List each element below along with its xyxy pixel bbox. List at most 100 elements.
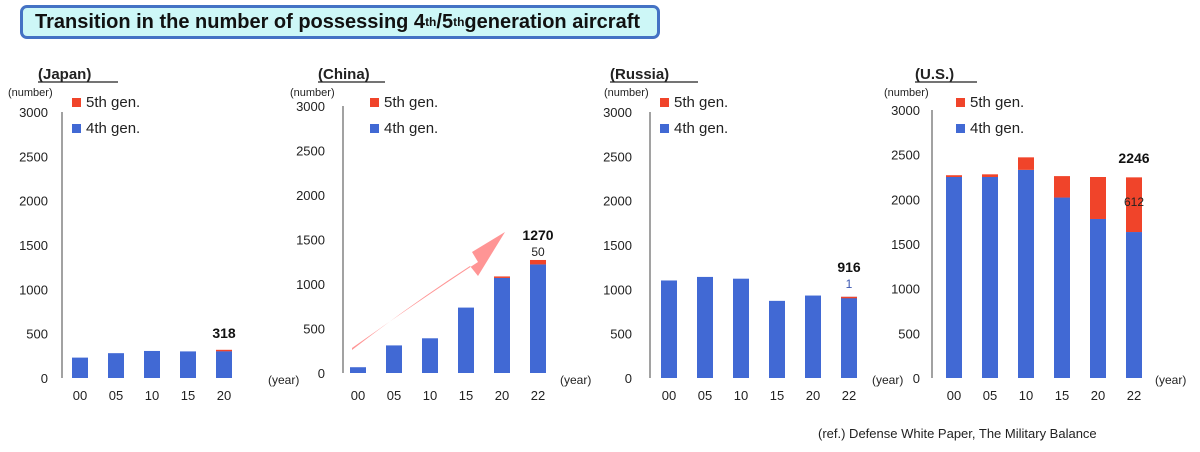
bar-4th-gen-us (1090, 218, 1106, 378)
x-tick-label-russia: 00 (662, 388, 676, 403)
bar-4th-gen-japan (180, 351, 196, 378)
y-tick-label-us: 3000 (891, 103, 920, 118)
legend-label-5th-japan: 5th gen. (86, 94, 140, 111)
bar-4th-gen-russia (805, 295, 821, 378)
y-tick-label-china: 1000 (296, 277, 325, 292)
bar-5th-gen-us (982, 174, 998, 177)
x-tick-label-japan: 15 (181, 388, 195, 403)
title-part2: /5 (436, 10, 454, 33)
title-sup1: th (425, 15, 437, 29)
title-part3: generation aircraft (464, 10, 641, 33)
x-tick-label-russia: 05 (698, 388, 712, 403)
y-tick-label-us: 500 (898, 326, 920, 341)
y-tick-label-china: 1500 (296, 233, 325, 248)
y-tick-label-japan: 1500 (19, 238, 48, 253)
y-tick-label-japan: 1000 (19, 282, 48, 297)
data-label-total-japan: 318 (212, 325, 236, 341)
bar-4th-gen-russia (841, 296, 857, 378)
panel-title-china: (China) (318, 66, 370, 83)
chart-title-box: Transition in the number of possessing 4… (20, 5, 660, 39)
legend-label-5th-russia: 5th gen. (674, 94, 728, 111)
x-tick-label-russia: 15 (770, 388, 784, 403)
x-tick-label-china: 00 (351, 388, 365, 403)
y-tick-label-russia: 3000 (603, 105, 632, 120)
x-axis-unit-us: (year) (1155, 373, 1186, 387)
bar-4th-gen-japan (72, 357, 88, 378)
y-tick-label-russia: 2500 (603, 149, 632, 164)
bar-4th-gen-china (350, 367, 366, 373)
bar-4th-gen-us (1054, 197, 1070, 378)
panel-title-us: (U.S.) (915, 66, 954, 83)
x-tick-label-us: 20 (1091, 388, 1105, 403)
y-tick-label-japan: 2000 (19, 194, 48, 209)
y-tick-label-china: 2500 (296, 144, 325, 159)
bar-5th-gen-us (1018, 157, 1034, 170)
legend-swatch-4th-us (956, 124, 965, 133)
bar-5th-gen-russia (841, 296, 857, 299)
data-label-total-russia: 916 (837, 259, 861, 275)
bar-4th-gen-china (494, 277, 510, 373)
y-tick-label-russia: 1500 (603, 238, 632, 253)
x-tick-label-japan: 05 (109, 388, 123, 403)
bar-4th-gen-russia (697, 276, 713, 378)
legend-label-4th-china: 4th gen. (384, 120, 438, 137)
y-axis-unit-japan: (number) (8, 87, 53, 99)
bar-5th-gen-us (1054, 176, 1070, 198)
legend-swatch-5th-us (956, 98, 965, 107)
y-tick-label-us: 2500 (891, 148, 920, 163)
bar-4th-gen-us (946, 177, 962, 378)
bar-4th-gen-us (1126, 232, 1142, 378)
x-axis-unit-russia: (year) (872, 373, 903, 387)
bar-4th-gen-russia (733, 278, 749, 378)
legend-swatch-4th-china (370, 124, 379, 133)
y-tick-label-russia: 2000 (603, 194, 632, 209)
bar-5th-gen-japan (216, 349, 232, 352)
title-part1: Transition in the number of possessing 4 (35, 10, 426, 33)
bar-5th-gen-us (1090, 177, 1106, 219)
y-tick-label-china: 500 (303, 322, 325, 337)
y-tick-label-japan: 3000 (19, 105, 48, 120)
panel-title-japan: (Japan) (38, 66, 91, 83)
x-tick-label-japan: 20 (217, 388, 231, 403)
y-tick-label-us: 2000 (891, 192, 920, 207)
title-sup2: th (453, 15, 465, 29)
bar-5th-gen-china (494, 276, 510, 278)
bar-5th-gen-us (1126, 177, 1142, 233)
y-tick-label-japan: 500 (26, 327, 48, 342)
bar-4th-gen-russia (769, 300, 785, 378)
x-tick-label-russia: 10 (734, 388, 748, 403)
bar-4th-gen-china (458, 307, 474, 373)
y-axis-unit-russia: (number) (604, 87, 649, 99)
legend-swatch-4th-japan (72, 124, 81, 133)
y-tick-label-us: 1500 (891, 237, 920, 252)
data-label-total-us: 2246 (1118, 150, 1149, 166)
bar-5th-gen-china (530, 259, 546, 265)
x-tick-label-china: 20 (495, 388, 509, 403)
y-tick-label-china: 0 (318, 366, 325, 381)
x-tick-label-japan: 00 (73, 388, 87, 403)
bar-5th-gen-us (946, 175, 962, 177)
growth-arrow-china (352, 232, 505, 350)
bar-4th-gen-russia (661, 280, 677, 378)
bar-4th-gen-china (422, 338, 438, 373)
legend-label-4th-japan: 4th gen. (86, 120, 140, 137)
legend-label-5th-us: 5th gen. (970, 94, 1024, 111)
x-tick-label-japan: 10 (145, 388, 159, 403)
y-tick-label-china: 2000 (296, 188, 325, 203)
bar-4th-gen-japan (108, 353, 124, 378)
legend-swatch-4th-russia (660, 124, 669, 133)
y-tick-label-us: 0 (913, 371, 920, 386)
data-label-5th-gen-us: 612 (1124, 195, 1144, 209)
x-tick-label-us: 00 (947, 388, 961, 403)
x-tick-label-russia: 20 (806, 388, 820, 403)
x-tick-label-china: 22 (531, 388, 545, 403)
legend-label-5th-china: 5th gen. (384, 94, 438, 111)
x-tick-label-russia: 22 (842, 388, 856, 403)
x-tick-label-china: 05 (387, 388, 401, 403)
bar-4th-gen-china (386, 345, 402, 373)
reference-note: (ref.) Defense White Paper, The Military… (818, 426, 1097, 441)
x-tick-label-us: 10 (1019, 388, 1033, 403)
legend-swatch-5th-japan (72, 98, 81, 107)
x-tick-label-us: 22 (1127, 388, 1141, 403)
y-axis-unit-us: (number) (884, 87, 929, 99)
